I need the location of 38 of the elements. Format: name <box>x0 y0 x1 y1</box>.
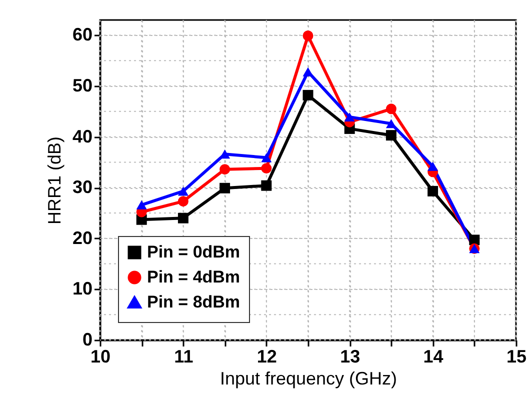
point <box>220 182 230 194</box>
point <box>386 104 396 114</box>
y-tick-label: 60 <box>72 24 92 45</box>
point <box>344 112 355 122</box>
x-tick-label: 13 <box>340 346 360 366</box>
x-tick-label: 14 <box>423 346 444 366</box>
point <box>220 150 230 159</box>
point <box>220 164 230 175</box>
point <box>386 130 396 141</box>
x-tick-label: 15 <box>506 346 527 366</box>
point <box>261 153 272 162</box>
point <box>469 234 480 246</box>
point <box>302 67 314 76</box>
y-tick-label: 0 <box>82 330 92 350</box>
legend-label: Pin = 0dBm <box>147 242 240 262</box>
point <box>428 186 438 196</box>
x-tick-label: 10 <box>90 346 111 366</box>
y-axis-title: HRR1 (dB) <box>44 136 64 225</box>
point <box>261 180 272 191</box>
point <box>302 90 314 100</box>
x-axis-title: Input frequency (GHz) <box>220 368 398 388</box>
point <box>178 212 188 224</box>
point <box>386 119 396 128</box>
y-tick-label: 30 <box>72 177 92 198</box>
y-tick-label: 50 <box>72 76 92 96</box>
point <box>261 163 272 174</box>
legend-label: Pin = 4dBm <box>147 268 240 286</box>
y-tick-label: 20 <box>72 228 92 248</box>
y-tick-label: 40 <box>72 126 92 146</box>
point <box>302 30 314 41</box>
point <box>178 196 188 207</box>
y-tick-label: 10 <box>72 278 92 299</box>
point <box>178 186 188 196</box>
point <box>428 162 438 171</box>
x-tick-label: 12 <box>256 346 277 366</box>
legend-label: Pin = 8dBm <box>147 292 240 312</box>
x-tick-label: 11 <box>174 346 194 366</box>
point <box>136 200 147 210</box>
